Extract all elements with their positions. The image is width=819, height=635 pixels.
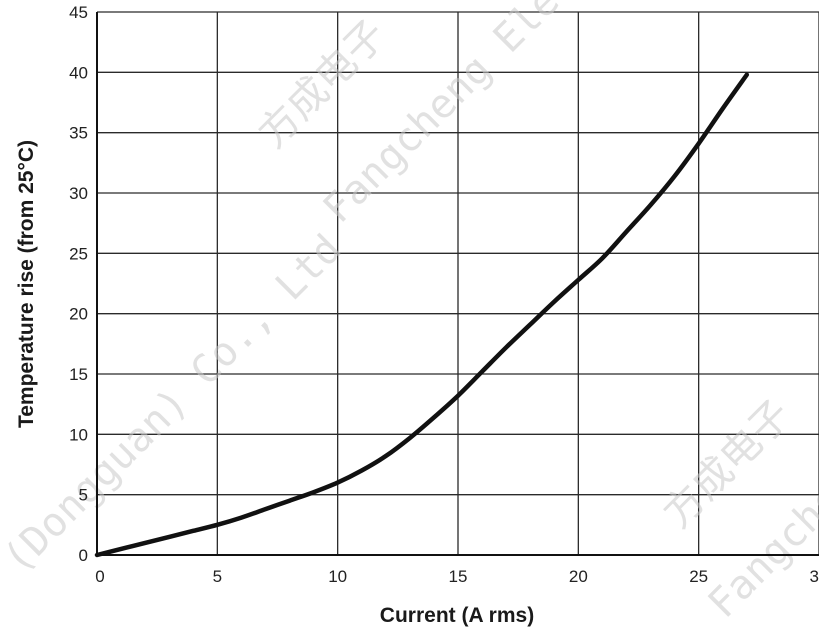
y-tick-label-6: 30 bbox=[69, 184, 88, 203]
x-tick-label-2: 10 bbox=[328, 567, 347, 586]
y-axis-title: Temperature rise (from 25°C) bbox=[15, 140, 38, 428]
y-tick-label-0: 0 bbox=[79, 546, 88, 565]
x-axis-title: Current (A rms) bbox=[380, 604, 534, 627]
x-tick-label-6: 30 bbox=[810, 567, 819, 586]
y-tick-label-2: 10 bbox=[69, 425, 88, 444]
x-tick-label-3: 15 bbox=[449, 567, 468, 586]
grid bbox=[96, 11, 819, 556]
x-tick-label-0: 0 bbox=[95, 567, 104, 586]
y-tick-label-3: 15 bbox=[69, 365, 88, 384]
y-tick-labels: 0 5 10 15 20 25 30 35 40 45 bbox=[69, 3, 88, 565]
y-tick-label-1: 5 bbox=[79, 486, 88, 505]
y-tick-label-5: 25 bbox=[69, 244, 88, 263]
x-tick-label-4: 20 bbox=[569, 567, 588, 586]
x-tick-labels: 0 5 10 15 20 25 30 bbox=[95, 567, 819, 586]
y-tick-label-9: 45 bbox=[69, 3, 88, 22]
x-tick-label-5: 25 bbox=[689, 567, 708, 586]
y-tick-label-8: 40 bbox=[69, 63, 88, 82]
y-tick-label-7: 35 bbox=[69, 124, 88, 143]
y-tick-label-4: 20 bbox=[69, 305, 88, 324]
series-line-0 bbox=[94, 72, 750, 558]
series-line-group bbox=[94, 72, 750, 558]
plot-frame bbox=[96, 12, 819, 556]
x-tick-label-1: 5 bbox=[213, 567, 222, 586]
